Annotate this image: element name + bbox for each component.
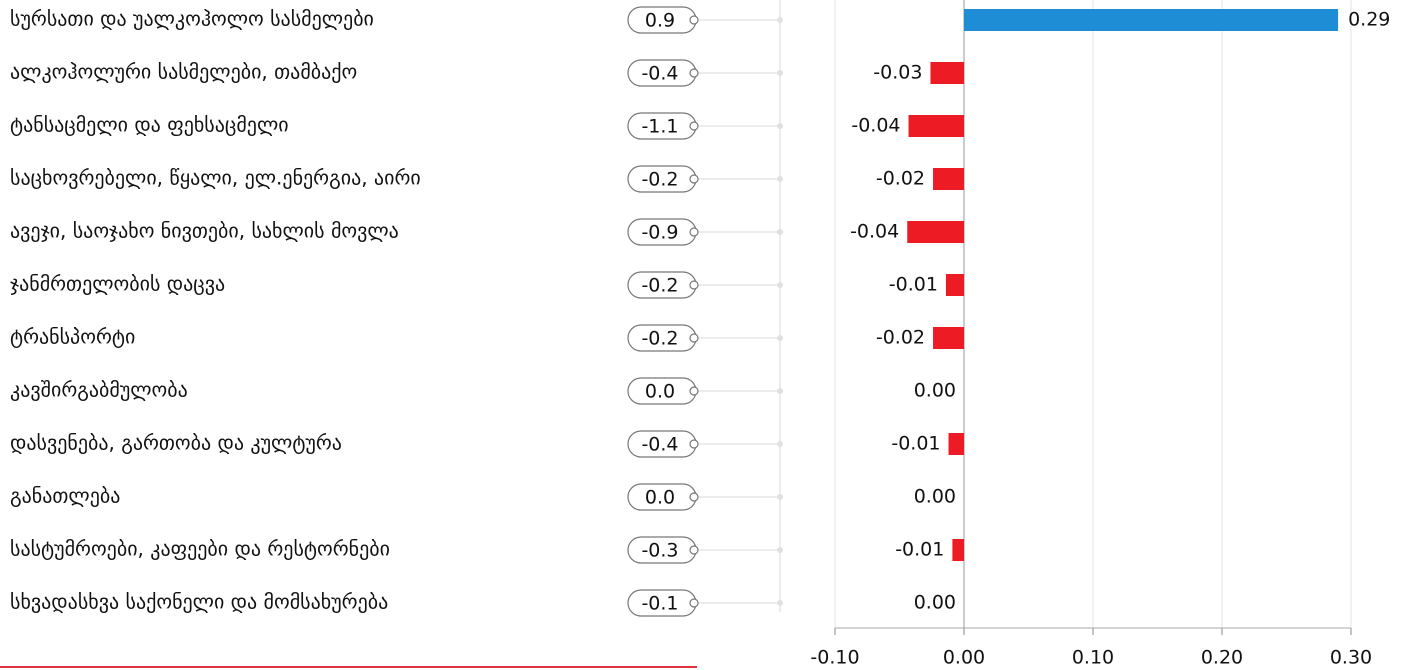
category-label: სურსათი და უალკოჰოლო სასმელები <box>10 7 374 31</box>
pill-knob <box>689 121 699 131</box>
x-tick-label: -0.10 <box>810 647 859 669</box>
bar-value-label: -0.04 <box>850 221 899 243</box>
x-tick-label: 0.20 <box>1201 647 1243 669</box>
bar <box>933 168 964 190</box>
pill-dot <box>777 70 783 76</box>
x-tick-label: 0.30 <box>1330 647 1372 669</box>
x-tick-label: 0.00 <box>943 647 985 669</box>
pill-knob <box>689 174 699 184</box>
bar <box>952 539 964 561</box>
pill-knob <box>689 598 699 608</box>
pill-dot <box>777 282 783 288</box>
pill-knob <box>689 68 699 78</box>
category-label: სასტუმროები, კაფეები და რესტორნები <box>10 537 390 561</box>
pill-dot <box>777 123 783 129</box>
x-tick-label: 0.10 <box>1072 647 1114 669</box>
bar <box>908 115 964 137</box>
pill-knob <box>689 439 699 449</box>
category-label: ალკოჰოლური სასმელები, თამბაქო <box>10 60 357 84</box>
bar <box>948 433 964 455</box>
pill-knob <box>689 227 699 237</box>
pill-dot <box>777 17 783 23</box>
bar <box>930 62 964 84</box>
category-label: ჯანმრთელობის დაცვა <box>10 272 225 296</box>
change-label: -0.1 <box>641 593 678 615</box>
change-label: -0.3 <box>641 540 678 562</box>
pill-knob <box>689 545 699 555</box>
bar-value-label: -0.02 <box>876 168 925 190</box>
pill-knob <box>689 280 699 290</box>
bar-value-label: -0.02 <box>876 327 925 349</box>
bar-value-label: 0.29 <box>1348 9 1390 31</box>
bar-value-label: 0.00 <box>914 592 956 614</box>
category-label: საცხოვრებელი, წყალი, ელ.ენერგია, აირი <box>10 166 421 190</box>
pill-knob <box>689 386 699 396</box>
category-label: კავშირგაბმულობა <box>10 378 188 402</box>
bar-value-label: 0.00 <box>914 380 956 402</box>
pill-knob <box>689 15 699 25</box>
bar-value-label: -0.01 <box>895 539 944 561</box>
pill-dot <box>777 335 783 341</box>
category-label: ავეჯი, საოჯახო ნივთები, სახლის მოვლა <box>10 219 399 243</box>
pill-dot <box>777 388 783 394</box>
bar-value-label: -0.03 <box>873 62 922 84</box>
change-label: -0.2 <box>641 328 678 350</box>
pill-dot <box>777 600 783 606</box>
change-label: 0.0 <box>645 487 675 509</box>
bar-value-label: 0.00 <box>914 486 956 508</box>
category-label: ტანსაცმელი და ფეხსაცმელი <box>10 113 289 137</box>
bar <box>933 327 964 349</box>
bar-value-label: -0.01 <box>889 274 938 296</box>
change-label: -0.2 <box>641 275 678 297</box>
bar <box>907 221 964 243</box>
category-label: სხვადასხვა საქონელი და მომსახურება <box>10 590 388 614</box>
change-label: -0.2 <box>641 169 678 191</box>
pill-dot <box>777 547 783 553</box>
bar <box>964 9 1339 31</box>
change-label: 0.9 <box>645 10 675 32</box>
change-label: -1.1 <box>641 116 678 138</box>
change-label: 0.0 <box>645 381 675 403</box>
bar-value-label: -0.01 <box>891 433 940 455</box>
bar-value-label: -0.04 <box>851 115 900 137</box>
pill-dot <box>777 176 783 182</box>
pill-dot <box>777 441 783 447</box>
change-label: -0.4 <box>641 434 678 456</box>
bar <box>945 274 964 296</box>
change-label: -0.9 <box>641 222 678 244</box>
pill-knob <box>689 333 699 343</box>
pill-knob <box>689 492 699 502</box>
change-label: -0.4 <box>641 63 678 85</box>
pill-dot <box>777 494 783 500</box>
category-label: დასვენება, გართობა და კულტურა <box>10 431 342 455</box>
category-label: განათლება <box>10 484 120 508</box>
category-label: ტრანსპორტი <box>10 325 135 349</box>
pill-dot <box>777 229 783 235</box>
